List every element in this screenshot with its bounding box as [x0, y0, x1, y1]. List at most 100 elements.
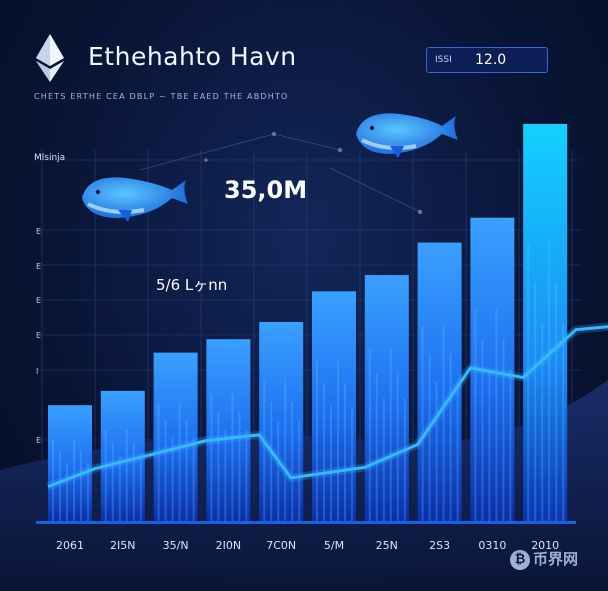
- bar-texture-streak: [73, 439, 75, 521]
- bar-texture-streak: [52, 439, 54, 521]
- bar-texture-streak: [118, 455, 121, 521]
- bar-2061: [48, 405, 92, 521]
- bar-texture-streak: [171, 436, 174, 521]
- bar-texture-streak: [330, 406, 332, 521]
- bar-texture-streak: [210, 393, 213, 521]
- bar-texture-streak: [337, 360, 339, 521]
- bar-texture-streak: [245, 430, 248, 521]
- bar-25N: [364, 275, 409, 521]
- bar-texture-streak: [263, 381, 266, 521]
- y-tick-label: E: [36, 436, 42, 445]
- price-value: 12.0: [475, 52, 507, 68]
- bar-texture-streak: [442, 326, 445, 521]
- bar-texture-streak: [298, 421, 301, 521]
- bar-7C0N: [259, 321, 304, 521]
- bar-35/N: [153, 352, 198, 521]
- bar-texture-streak: [449, 353, 452, 521]
- bar-texture-streak: [555, 282, 558, 521]
- bar-2I5N: [100, 390, 145, 521]
- bar-texture-streak: [125, 429, 128, 521]
- bar-texture-streak: [368, 348, 371, 521]
- bar-texture-streak: [277, 421, 280, 521]
- y-tick-label: E: [36, 296, 42, 305]
- bar-texture-streak: [375, 373, 378, 521]
- watermark: ₿ 币界网: [510, 548, 578, 570]
- bar-5/M: [312, 291, 356, 521]
- bar-texture-streak: [389, 348, 392, 521]
- bar-texture-streak: [403, 398, 406, 521]
- bar-texture-streak: [562, 322, 565, 521]
- y-tick-label: I: [36, 367, 39, 376]
- x-tick-label: 25N: [376, 539, 398, 552]
- x-tick-label: 7C0N: [266, 539, 296, 552]
- bar-2S3: [417, 242, 462, 521]
- x-tick-label: 2I5N: [110, 539, 135, 552]
- watermark-text: 币界网: [533, 550, 579, 568]
- bars: [48, 123, 568, 521]
- x-tick-label: 2S3: [429, 539, 450, 552]
- bar-texture-streak: [548, 243, 551, 521]
- bar-texture-streak: [178, 403, 181, 521]
- x-tick-label: 35/N: [163, 539, 189, 552]
- baseline: [36, 521, 576, 524]
- bar-2010: [523, 123, 568, 521]
- trend-line: [47, 325, 608, 489]
- x-tick-label: 0310: [478, 539, 506, 552]
- bar-texture-streak: [291, 401, 294, 521]
- bar-texture-streak: [80, 451, 82, 521]
- x-tick-label: 2I0N: [216, 539, 241, 552]
- bar-texture-streak: [534, 282, 537, 521]
- y-axis-title: Mlsinja: [34, 153, 66, 163]
- whale-icon: [356, 113, 458, 158]
- y-tick-label: E: [36, 227, 42, 236]
- y-tick-label: E: [36, 262, 42, 271]
- x-tick-labels: 2061 2I5N 35/N 2I0N 7C0N 5/M 25N 2S3 0310 2010: [56, 539, 559, 552]
- bar-texture-streak: [59, 451, 61, 521]
- chart-title: Ethehahto Havn: [88, 42, 297, 71]
- trend-line-glow: [46, 322, 608, 491]
- bar-texture-streak: [270, 401, 273, 521]
- bar-texture-streak: [527, 243, 530, 521]
- bar-texture-streak: [435, 381, 438, 521]
- network-decoration: [139, 131, 423, 215]
- bar-texture-streak: [231, 393, 234, 521]
- chart-subtitle: CHETS ERTHE CEA DBLP ~ TBE EAED THE ABDH…: [34, 92, 289, 101]
- bar-texture-streak: [284, 381, 287, 521]
- bar-texture-streak: [66, 463, 68, 521]
- bar-texture-streak: [316, 360, 318, 521]
- bar-2I0N: [206, 339, 251, 521]
- x-tick-label: 2010: [531, 539, 559, 552]
- price-symbol: ISSI: [435, 55, 452, 65]
- x-tick-label: 5/M: [324, 539, 344, 552]
- background-hill: [0, 380, 608, 591]
- bar-texture-streak: [224, 430, 227, 521]
- callout-value-small: 5/6 Lヶnn: [156, 276, 228, 294]
- bar-texture-streak: [111, 442, 114, 521]
- whale-icon: [82, 177, 188, 222]
- bar-texture-streak: [428, 353, 431, 521]
- bar-texture-streak: [185, 419, 188, 521]
- bar-texture-streak: [344, 383, 346, 521]
- bar-texture-streak: [164, 419, 167, 521]
- bar-texture-streak: [217, 411, 220, 521]
- bar-texture-streak: [87, 463, 89, 521]
- bar-texture-streak: [509, 369, 512, 521]
- bar-texture-streak: [139, 455, 142, 521]
- bar-texture-streak: [192, 436, 195, 521]
- price-badge: ISSI 12.0: [426, 47, 548, 73]
- bitcoin-coin-icon: ₿: [510, 549, 530, 570]
- bar-texture-streak: [132, 442, 135, 521]
- bar-texture-streak: [104, 429, 107, 521]
- bar-texture-streak: [421, 326, 424, 521]
- bar-texture-streak: [456, 381, 459, 521]
- bar-texture-streak: [502, 339, 505, 521]
- ethereum-logo-icon: [36, 34, 64, 82]
- callout-value-large: 35,0M: [224, 176, 308, 204]
- bar-texture-streak: [488, 369, 491, 521]
- bar-texture-streak: [238, 411, 241, 521]
- bar-texture-streak: [474, 308, 477, 521]
- bar-texture-streak: [157, 403, 160, 521]
- x-tick-label: 2061: [56, 539, 84, 552]
